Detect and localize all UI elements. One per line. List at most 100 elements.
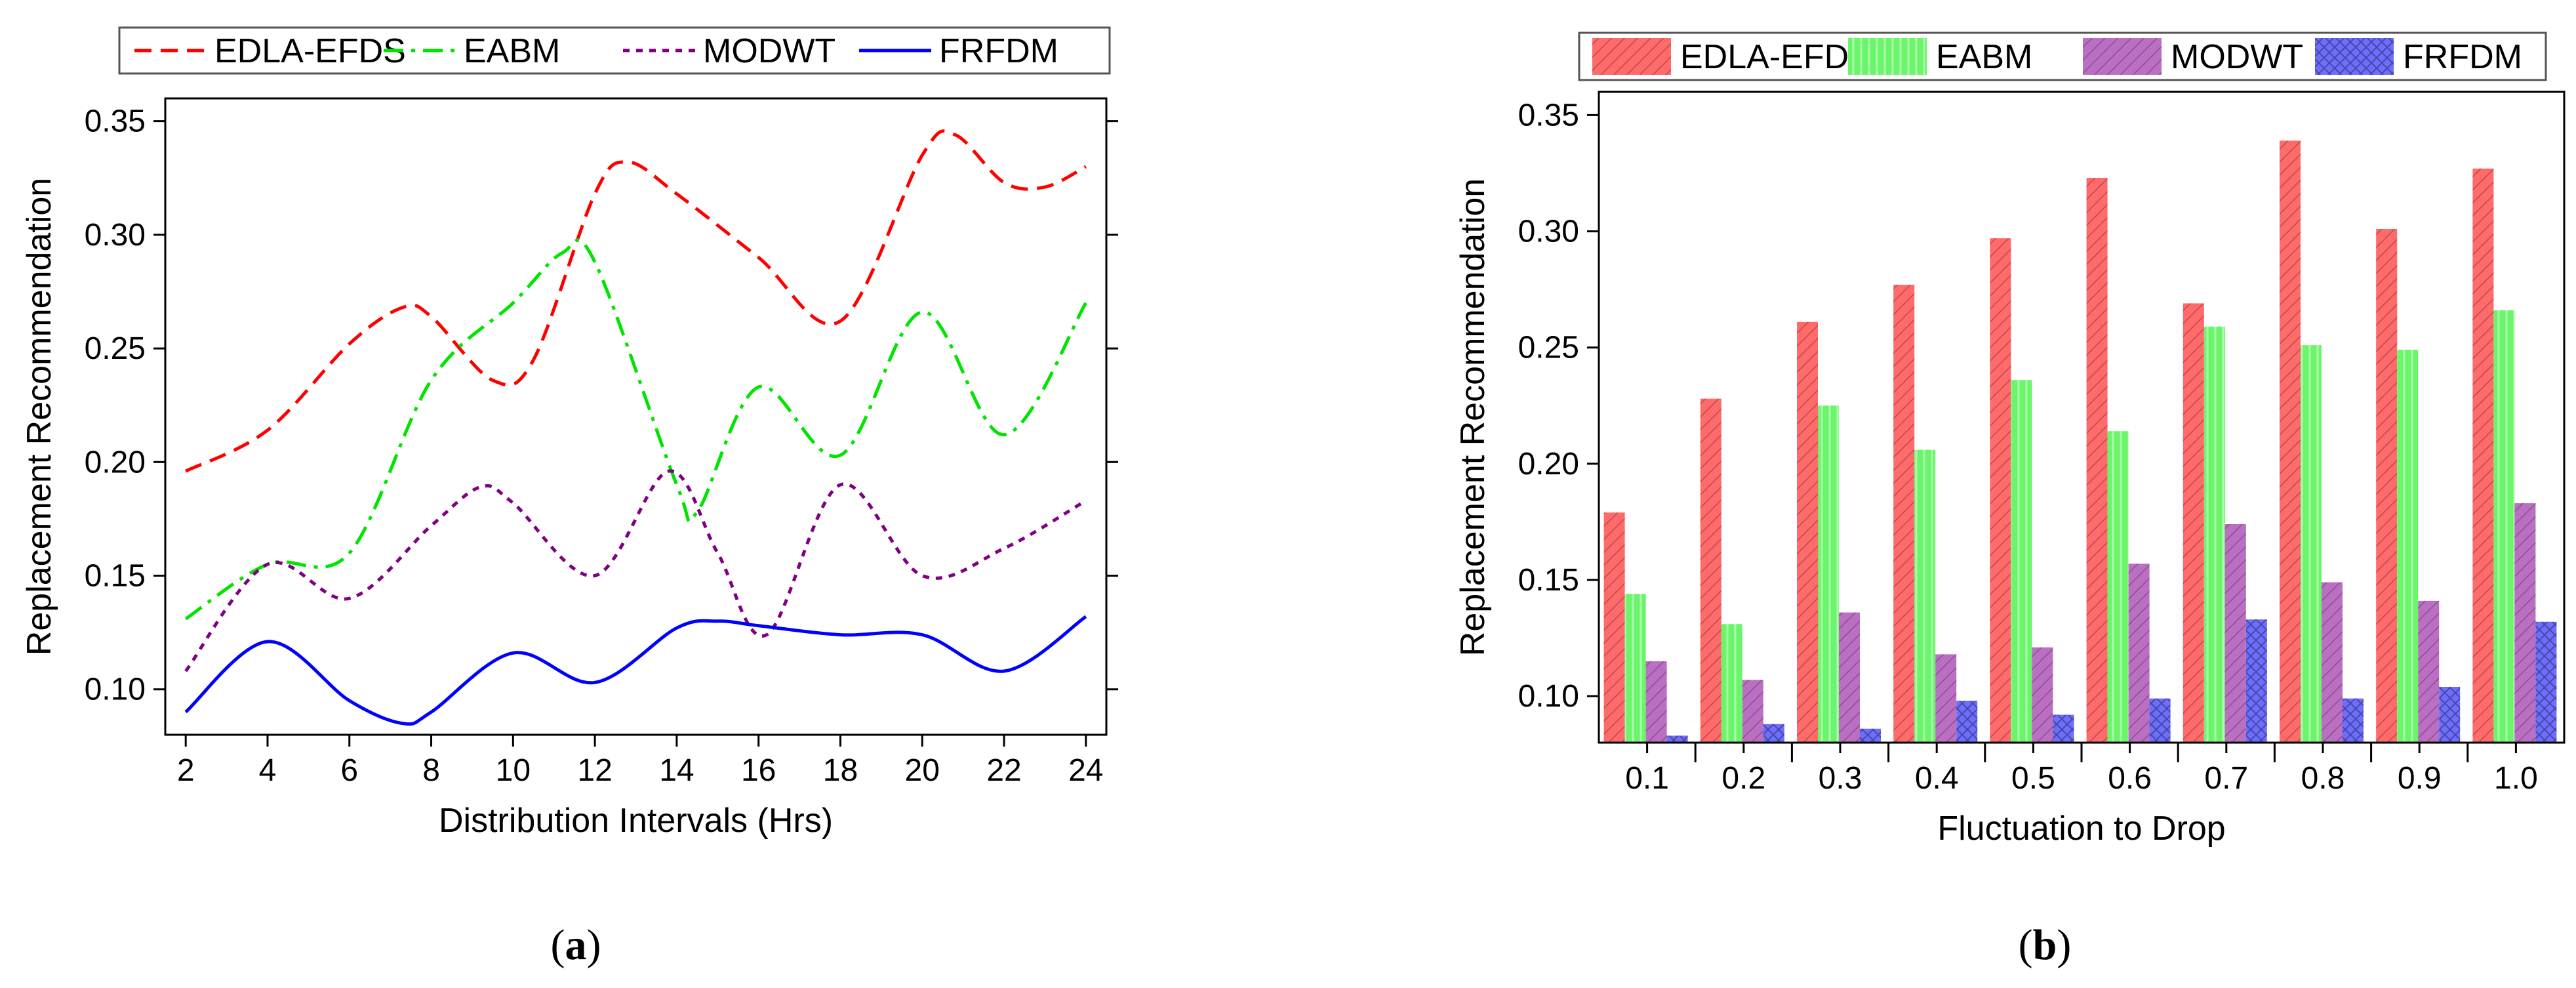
bar-hatch	[2280, 140, 2301, 743]
bar-hatch	[2472, 168, 2494, 743]
bar-hatch	[2149, 698, 2171, 743]
bar-hatch	[1914, 449, 1936, 743]
bar-hatch	[1721, 624, 1742, 743]
bar-hatch	[1935, 654, 1957, 743]
bar-hatch	[2493, 310, 2515, 743]
x-tick-label: 0.6	[2108, 761, 2152, 796]
y-tick-label: 0.15	[85, 559, 146, 594]
x-tick-label: 0.8	[2301, 761, 2345, 796]
panel-b-x-axis-label: Fluctuation to Drop	[1937, 810, 2225, 848]
y-tick-label: 0.10	[85, 672, 146, 707]
y-tick-label: 0.30	[85, 218, 146, 253]
x-tick-label: 4	[259, 753, 277, 788]
panel-a-x-axis-label: Distribution Intervals (Hrs)	[439, 802, 833, 840]
legend-label: EABM	[1936, 38, 2032, 76]
x-tick-label: 0.5	[2011, 761, 2055, 796]
bar-hatch	[2514, 503, 2536, 743]
panel-a-plot-frame	[164, 97, 1108, 736]
bar-hatch	[1624, 594, 1646, 743]
panel-a-caption: (a)	[551, 921, 601, 969]
panel-a-y-axis-label: Replacement Recommendation	[20, 178, 58, 655]
panel-a-caption-letter: a	[565, 921, 587, 969]
bar-hatch	[2376, 229, 2398, 743]
bar-hatch	[1797, 321, 1818, 743]
y-tick-label: 0.35	[85, 104, 146, 139]
bar-hatch	[2032, 647, 2053, 743]
bar-hatch	[2397, 350, 2419, 743]
series-line-eabm	[184, 238, 1087, 621]
bar-hatch	[1893, 285, 1915, 743]
y-tick-label: 0.20	[85, 445, 146, 480]
panel-b-legend: EDLA-EFDS EABM MODWT FRFDM	[1578, 31, 2547, 81]
legend-swatch-hatch	[1592, 38, 1671, 75]
y-tick-label: 0.15	[1518, 563, 1579, 598]
legend-label: MODWT	[2171, 38, 2303, 76]
series-line-modwt	[184, 469, 1087, 672]
bar-hatch	[1666, 735, 1688, 743]
panel-b-x-ticks: 0.1 0.2 0.3 0.4 0.5 0.6 0.7 0.8 0.9 1.0	[1625, 743, 2538, 796]
bar-hatch	[1818, 405, 1839, 743]
x-tick-label: 14	[659, 753, 694, 788]
bar-hatch	[1645, 661, 1667, 743]
bar-hatch	[2128, 564, 2150, 743]
panel-b-bars	[1603, 140, 2557, 743]
panel-b-caption: (b)	[2019, 921, 2072, 969]
panel-b-caption-letter: b	[2033, 921, 2057, 969]
x-tick-label: 0.1	[1625, 761, 1669, 796]
bar-hatch	[2301, 345, 2322, 743]
bar-hatch	[1839, 612, 1860, 743]
series-line-frfdm	[184, 615, 1087, 726]
bar-hatch	[2535, 621, 2557, 743]
x-tick-label: 0.2	[1721, 761, 1765, 796]
x-tick-label: 16	[741, 753, 776, 788]
legend-label: EDLA-EFDS	[214, 32, 406, 70]
x-tick-label: 8	[422, 753, 440, 788]
bar-hatch	[1860, 728, 1881, 743]
bar-hatch	[2343, 698, 2364, 743]
bar-hatch	[2204, 326, 2225, 743]
y-tick-label: 0.25	[85, 331, 146, 366]
x-tick-label: 0.4	[1915, 761, 1959, 796]
legend-label: FRFDM	[2403, 38, 2522, 76]
bar-hatch	[2107, 431, 2129, 743]
bar-hatch	[2322, 582, 2343, 743]
y-tick-label: 0.25	[1518, 331, 1579, 365]
x-tick-label: 2	[177, 753, 195, 788]
bar-hatch	[2224, 524, 2246, 743]
bar-hatch	[2086, 178, 2108, 743]
x-tick-label: 0.9	[2398, 761, 2442, 796]
bar-hatch	[1742, 680, 1763, 743]
panel-b-y-axis-label: Replacement Recommendation	[1454, 178, 1492, 656]
x-tick-label: 12	[577, 753, 612, 788]
x-tick-label: 0.7	[2204, 761, 2248, 796]
bar-hatch	[1603, 512, 1625, 743]
bar-hatch	[2183, 303, 2204, 743]
legend-swatch-hatch	[2315, 38, 2394, 75]
x-tick-label: 0.3	[1819, 761, 1862, 796]
x-tick-label: 22	[986, 753, 1021, 788]
legend-label: EABM	[464, 32, 560, 70]
panel-b-y-ticks: 0.10 0.15 0.20 0.25 0.30 0.35	[1518, 98, 1599, 714]
bar-hatch	[1990, 238, 2011, 743]
y-tick-label: 0.35	[1518, 98, 1579, 133]
legend-swatch-hatch	[2083, 38, 2162, 75]
x-tick-label: 10	[496, 753, 531, 788]
panel-a-line-chart: EDLA-EFDS EABM MODWT FRFDM 0.10 0.15 0.20 0.25…	[20, 26, 1118, 969]
x-tick-label: 6	[340, 753, 358, 788]
panel-a-series	[184, 129, 1087, 726]
x-tick-label: 1.0	[2494, 761, 2538, 796]
bar-hatch	[1956, 701, 1978, 743]
bar-hatch	[2011, 380, 2032, 743]
panel-b-bar-chart: EDLA-EFDS EABM MODWT FRFDM 0.10 0.15 0.20 0.25…	[1454, 31, 2566, 969]
y-tick-label: 0.20	[1518, 447, 1579, 482]
bar-hatch	[2418, 600, 2440, 743]
panel-a-legend: EDLA-EFDS EABM MODWT FRFDM	[118, 26, 1111, 75]
x-tick-label: 18	[823, 753, 858, 788]
bar-hatch	[1763, 724, 1784, 743]
panel-a-y-ticks: 0.10 0.15 0.20 0.25 0.30 0.35	[85, 104, 1118, 707]
x-tick-label: 24	[1068, 753, 1103, 788]
y-tick-label: 0.10	[1518, 679, 1579, 714]
bar-hatch	[2439, 686, 2461, 743]
legend-swatch-hatch	[1848, 38, 1927, 75]
